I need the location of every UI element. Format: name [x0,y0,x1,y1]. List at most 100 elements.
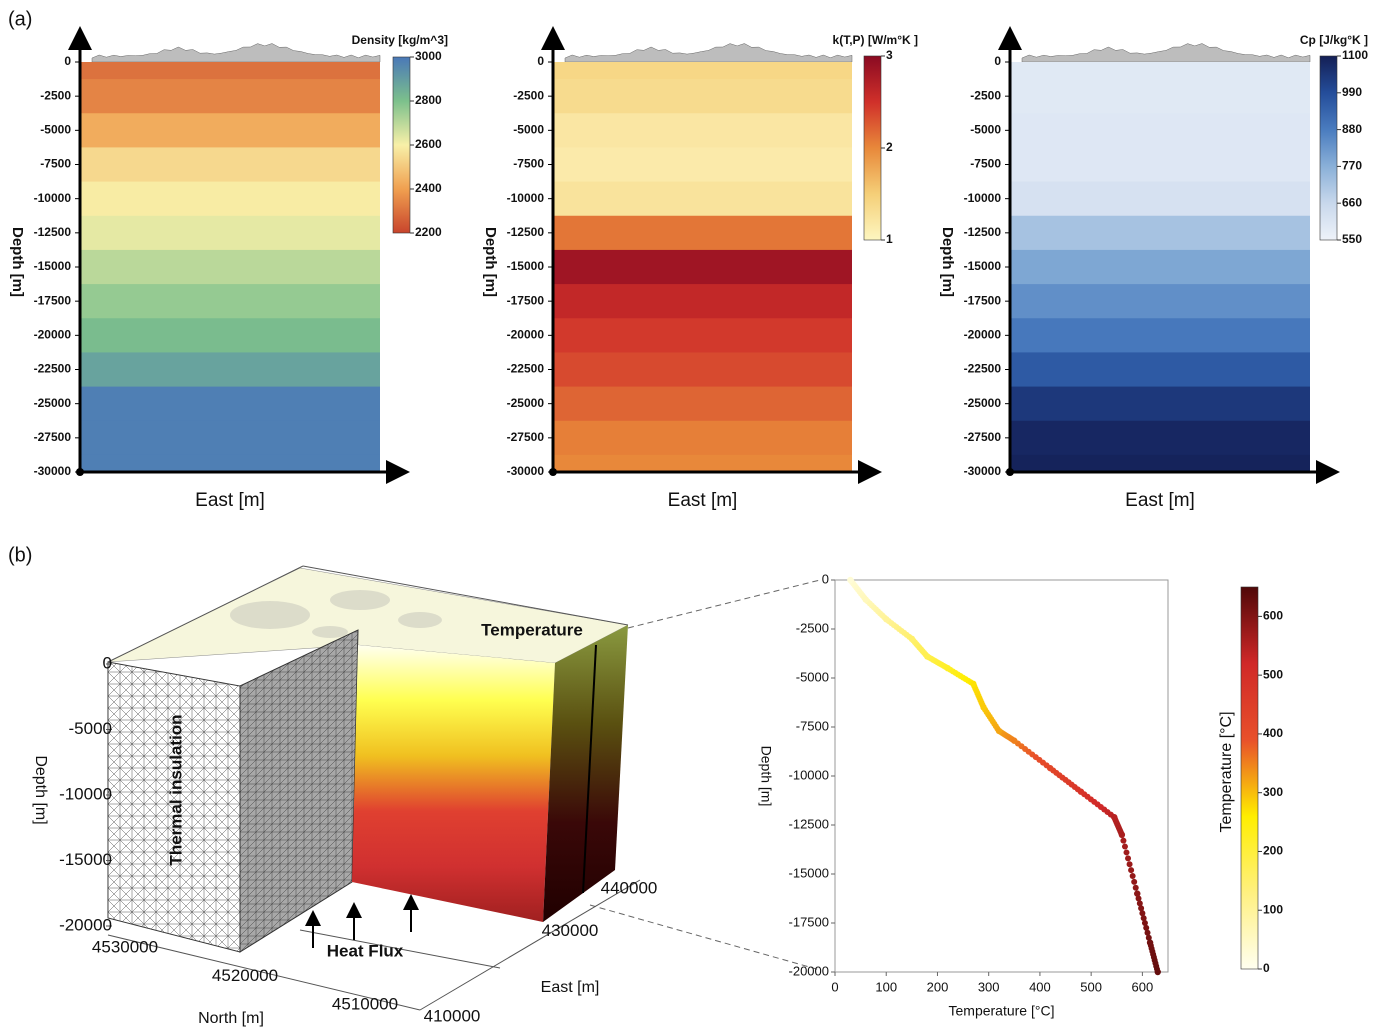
x-tick-label: 600 [1132,979,1154,994]
terrain-shading [312,626,348,638]
y-tick-label: -30000 [34,464,72,478]
y-tick-label: 0 [822,571,829,586]
side-face [543,625,628,922]
z-tick-label: 0 [103,653,112,672]
y-tick-label: -17500 [34,293,72,307]
y-axis-label: Depth [m] [9,227,26,297]
heatmap-row [1010,455,1310,473]
heatmap-row [553,455,852,473]
terrain-shading [330,590,390,610]
x-tick-label: 430000 [542,921,599,940]
colorbar-tick-label: 0 [1263,961,1270,975]
y-tick-label: -2500 [513,88,544,102]
y-tick-label: -17500 [964,293,1002,307]
data-point [1047,765,1053,771]
data-point [847,577,853,583]
y-tick-label: -20000 [34,328,72,342]
colorbar-tick-label: 770 [1342,159,1362,173]
heatmap-row [1010,79,1310,114]
heatmap-row [553,79,852,114]
colorbar-label: Temperature [°C] [1218,711,1235,832]
line-trace [1122,844,1128,850]
y-tick-label: 0 [994,54,1001,68]
heatmap-row [1010,421,1310,456]
y-tick-label: 0 [537,54,544,68]
y-tick-label: -5000 [513,123,544,137]
x-tick-label: 440000 [601,878,658,897]
line-trace [1130,873,1136,879]
y-tick-label: -20000 [964,328,1002,342]
colorbar [1241,587,1258,969]
colorbar-tick-label: 2600 [415,137,442,151]
heatmap-row [80,284,380,319]
heatmap-row [1010,250,1310,285]
data-point [1011,738,1017,744]
heatmap-row [553,62,852,80]
y-tick-label: -2500 [796,620,829,635]
data-point [996,728,1002,734]
y-tick-label: 0 [64,54,71,68]
data-point [1111,814,1117,820]
heatmap-row [553,250,852,285]
line-trace [1127,861,1133,867]
colorbar-tick-label: 1 [886,232,893,246]
zoom-line [590,905,820,970]
heatmap-row [80,352,380,387]
panel-label: (b) [8,544,32,566]
y-tick-label: -10000 [789,767,829,782]
colorbar-tick-label: 3 [886,48,893,62]
data-point [1134,890,1140,896]
data-point [1155,969,1161,975]
heatmap-row [1010,352,1310,387]
y-tick-label: 4510000 [332,994,398,1013]
heatmap-row [553,352,852,387]
colorbar-tick-label: 300 [1263,785,1283,799]
y-tick-label: -25000 [34,396,72,410]
y-tick-label: -17500 [789,914,829,929]
heatmap-row [80,113,380,148]
x-tick-label: 500 [1080,979,1102,994]
y-tick-label: -25000 [507,396,545,410]
y-tick-label: -2500 [970,88,1001,102]
y-tick-label: -7500 [40,157,71,171]
line-trace [1120,838,1126,844]
topography [92,44,380,63]
data-point [1078,788,1084,794]
colorbar [1320,56,1337,240]
data-point [863,596,869,602]
colorbar-tick-label: 550 [1342,232,1362,246]
y-tick-label: -27500 [34,430,72,444]
y-tick-label: -22500 [507,362,545,376]
y-tick-label: -10000 [34,191,72,205]
heatmap-row [553,113,852,148]
annotation: Heat Flux [327,941,404,960]
x-axis-label: East [m] [668,490,738,511]
data-point [1147,939,1153,945]
heatmap-row [553,182,852,217]
y-tick-label: -2500 [40,88,71,102]
heatmap-row [80,79,380,114]
colorbar [393,57,410,233]
heatmap-row [553,421,852,456]
mesh-face [240,630,358,952]
z-tick-label: -20000 [59,915,112,934]
y-tick-label: -10000 [507,191,545,205]
heatmap-row [80,250,380,285]
y-tick-label: -17500 [507,293,545,307]
z-tick-label: -10000 [59,784,112,803]
colorbar-tick-label: 100 [1263,902,1283,916]
y-tick-label: 4520000 [212,966,278,985]
heatmap-row [80,387,380,422]
figure: (a) (b) 0-2500-5000-7500-10000-12500-150… [0,0,1385,1028]
colorbar-tick-label: 880 [1342,122,1362,136]
z-axis-label: Depth [m] [32,755,49,824]
x-axis-label: East [m] [195,490,265,511]
data-point [970,681,976,687]
y-tick-label: -12500 [34,225,72,239]
colorbar-tick-label: 2800 [415,93,442,107]
heatmap-row [1010,62,1310,80]
data-point [924,653,930,659]
y-tick-label: -20000 [789,963,829,978]
y-tick-label: -5000 [796,669,829,684]
x-tick-label: 0 [831,979,838,994]
